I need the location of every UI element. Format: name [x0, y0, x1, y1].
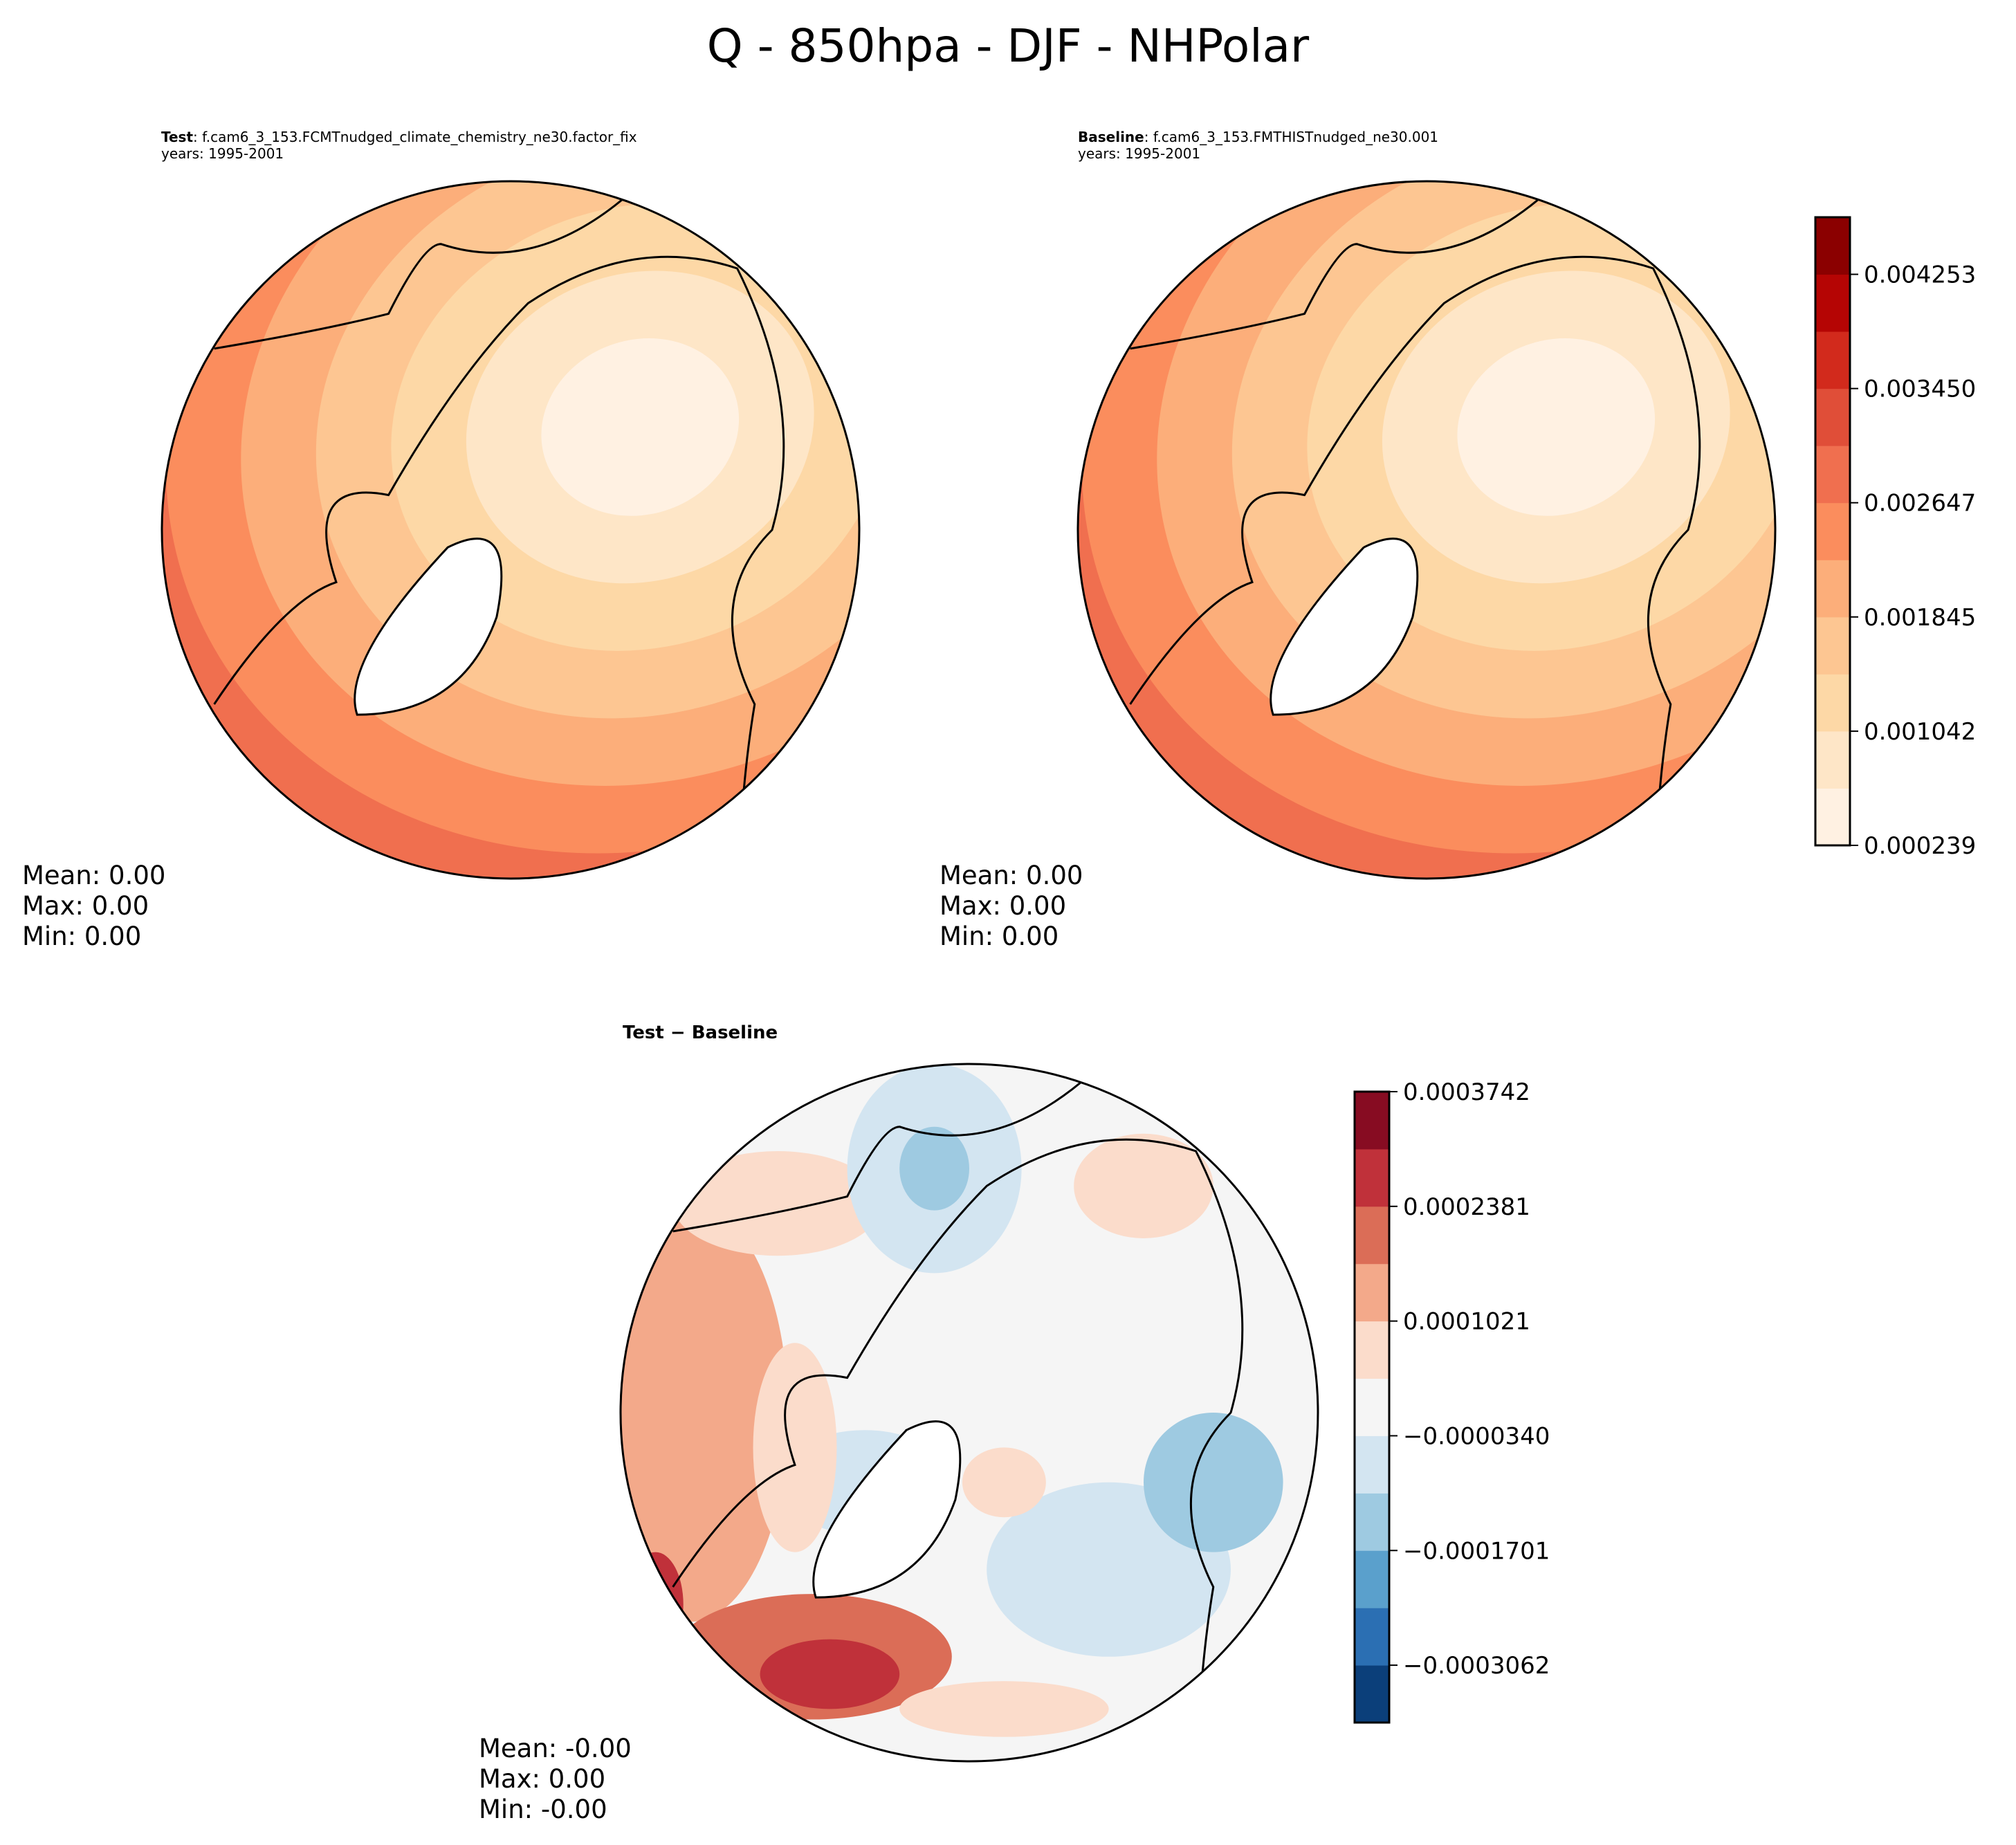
test-colorbar-bin — [1815, 446, 1850, 504]
diff-colorbar-tick-label: 0.0001021 — [1403, 1308, 1530, 1336]
map-boundary — [1076, 180, 1777, 880]
coastline — [1129, 255, 1701, 879]
test-colorbar-bin — [1815, 731, 1850, 789]
test-mean: Mean: 0.00 — [22, 861, 166, 890]
coastline — [213, 255, 785, 879]
contour-band — [1074, 1133, 1213, 1238]
diff-max: Max: 0.00 — [479, 1764, 606, 1794]
diff-colorbar-bin — [1355, 1263, 1389, 1322]
diff-mean: Mean: -0.00 — [479, 1734, 632, 1763]
test-colorbar-bin — [1815, 674, 1850, 732]
contour-band — [627, 1552, 684, 1657]
test-colorbar-tick-label: 0.003450 — [1864, 376, 1976, 403]
diff-colorbar-bin — [1355, 1148, 1389, 1207]
test-colorbar-tick-label: 0.002647 — [1864, 490, 1976, 517]
diff-stats: Mean: -0.00 Max: 0.00 Min: -0.00 — [479, 1734, 632, 1825]
test-case: f.cam6_3_153.FCMTnudged_climate_chemistr… — [202, 129, 637, 145]
test-colorbar-bin — [1815, 388, 1850, 446]
greenland-outline — [812, 1420, 962, 1599]
test-min: Min: 0.00 — [22, 921, 142, 951]
contour-band — [899, 1126, 969, 1211]
diff-colorbar-tick-label: 0.0002381 — [1403, 1193, 1530, 1221]
diff-colorbar-bin — [1355, 1608, 1389, 1666]
contour-band — [1457, 338, 1656, 516]
contour-band — [672, 1151, 882, 1256]
diff-colorbar-bin — [1355, 1665, 1389, 1723]
coastline — [1130, 181, 1706, 350]
greenland-outline — [354, 538, 503, 716]
figure-title: Q - 850hpa - DJF - NHPolar — [706, 19, 1310, 73]
greenland-outline — [1270, 538, 1419, 716]
test-colorbar-bin — [1815, 560, 1850, 618]
test-colorbar-tick-label: 0.001845 — [1864, 604, 1976, 632]
diff-colorbar-tick-label: −0.0001701 — [1403, 1537, 1550, 1565]
diff-colorbar-bin — [1355, 1092, 1389, 1150]
map-boundary — [161, 180, 861, 880]
test-colorbar-tick-label: 0.000239 — [1864, 832, 1976, 860]
diff-colorbar-bin — [1355, 1378, 1389, 1436]
baseline-case: f.cam6_3_153.FMTHISTnudged_ne30.001 — [1153, 129, 1439, 145]
baseline-stats: Mean: 0.00 Max: 0.00 Min: 0.00 — [940, 861, 1083, 952]
diff-colorbar-bin — [1355, 1321, 1389, 1379]
diff-colorbar-tick-label: 0.0003742 — [1403, 1078, 1530, 1106]
diff-colorbar-bin — [1355, 1435, 1389, 1494]
diff-colorbar-bin — [1355, 1493, 1389, 1551]
coastline — [672, 1064, 1249, 1233]
contour-band — [962, 1447, 1046, 1518]
baseline-mean: Mean: 0.00 — [940, 861, 1083, 890]
test-colorbar-bin — [1815, 788, 1850, 846]
test-colorbar-tick-label: 0.001042 — [1864, 718, 1976, 746]
map-diff — [621, 1064, 1318, 1761]
coastline — [214, 181, 790, 350]
diff-colorbar-bin — [1355, 1206, 1389, 1265]
baseline-subtitle: Baseline: f.cam6_3_153.FMTHISTnudged_ne3… — [1078, 129, 1439, 162]
diff-colorbar-bin — [1355, 1550, 1389, 1608]
contour-band — [760, 1639, 900, 1709]
contour-band — [899, 1681, 1109, 1737]
test-colorbar-bin — [1815, 274, 1850, 332]
map-boundary — [619, 1063, 1319, 1763]
coastline — [672, 1138, 1244, 1761]
test-years: years: 1995-2001 — [161, 145, 284, 162]
diff-colorbar-tick-label: −0.0003062 — [1403, 1652, 1550, 1680]
baseline-label: Baseline — [1078, 129, 1144, 145]
test-colorbar-tick-label: 0.004253 — [1864, 261, 1976, 289]
test-colorbar-bin — [1815, 331, 1850, 389]
map-test — [162, 181, 859, 879]
test-max: Max: 0.00 — [22, 891, 149, 921]
diff-colorbar-frame — [1353, 1090, 1391, 1724]
contour-band — [1144, 1413, 1283, 1552]
baseline-years: years: 1995-2001 — [1078, 145, 1201, 162]
contour-band — [621, 1203, 788, 1622]
baseline-min: Min: 0.00 — [940, 921, 1059, 951]
test-colorbar-bin — [1815, 217, 1850, 275]
diff-title: Test − Baseline — [623, 1022, 778, 1043]
test-colorbar-bin — [1815, 502, 1850, 560]
diff-min: Min: -0.00 — [479, 1794, 607, 1824]
test-label: Test — [161, 129, 194, 145]
test-stats: Mean: 0.00 Max: 0.00 Min: 0.00 — [22, 861, 165, 952]
test-colorbar-bin — [1815, 616, 1850, 674]
test-colorbar-frame — [1814, 216, 1851, 847]
contour-band — [541, 338, 740, 516]
contour-band — [753, 1343, 837, 1552]
baseline-max: Max: 0.00 — [940, 891, 1067, 921]
diff-colorbar-tick-label: −0.0000340 — [1403, 1422, 1550, 1450]
test-subtitle: Test: f.cam6_3_153.FCMTnudged_climate_ch… — [161, 129, 637, 162]
